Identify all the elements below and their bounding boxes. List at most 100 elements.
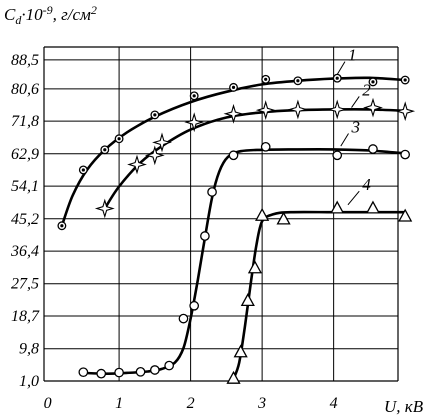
series-4-label-leader <box>347 190 360 206</box>
series-3-point <box>368 144 378 154</box>
x-tick-label: 3 <box>257 395 266 412</box>
series-2-point <box>144 145 165 166</box>
point-dot <box>117 137 121 141</box>
series-1-point <box>229 82 238 92</box>
series-3-label: 3 <box>351 118 361 137</box>
series-4-label: 4 <box>362 175 371 194</box>
y-tick-label: 27,5 <box>11 276 39 293</box>
series-4-point <box>276 211 291 225</box>
y-tick-labels: 1,0 9,8 18,7 27,5 36,4 45,2 54,1 62,9 71,8 80,6 88… <box>10 52 40 390</box>
y-axis-title-units: , г/см <box>53 5 91 24</box>
series-1-point <box>368 77 378 87</box>
x-tick-labels: 0 1 2 3 4 <box>44 395 338 412</box>
series-4-point <box>240 293 255 307</box>
series-4-point <box>398 208 413 222</box>
y-tick-label: 36,4 <box>10 243 39 260</box>
series-4-point <box>255 207 270 221</box>
series-2-point <box>94 198 115 219</box>
series-3-point <box>400 149 411 160</box>
series-3-point <box>189 300 200 311</box>
series-3-point <box>96 368 107 379</box>
series-3-point <box>164 360 175 371</box>
series-2-point <box>395 101 416 122</box>
series-1-point <box>57 221 67 231</box>
point-dot <box>60 224 64 228</box>
series-1-point <box>150 110 160 120</box>
y-tick-label: 9,8 <box>19 341 39 358</box>
point-dot <box>103 148 107 152</box>
series-3-point <box>228 150 239 161</box>
series-4-curve <box>232 210 407 381</box>
point-dot <box>81 168 85 172</box>
series-1-point <box>400 75 410 85</box>
series-1-point <box>332 73 342 83</box>
point-dot <box>296 79 300 83</box>
series-4-point <box>247 260 263 274</box>
axes <box>43 46 399 382</box>
series-3-point <box>260 141 271 152</box>
series-1-point <box>189 91 199 101</box>
series-4-point <box>330 200 345 214</box>
series-1-point <box>78 165 88 175</box>
y-tick-label: 1,0 <box>19 373 39 390</box>
y-axis-title-sub: d <box>15 13 22 27</box>
x-tick-label: 4 <box>330 395 338 412</box>
markers <box>57 73 416 384</box>
series-2-point <box>327 99 348 120</box>
series-2-point <box>152 132 172 153</box>
y-axis-title-units-exp: 2 <box>91 3 97 17</box>
series-3-point <box>149 365 160 375</box>
series-3-label-leader <box>340 133 349 147</box>
point-dot <box>231 85 236 89</box>
series-2-point <box>184 112 205 133</box>
x-axis-title: U, кВ <box>384 397 424 415</box>
series-4-point <box>233 344 248 358</box>
point-dot <box>153 113 157 117</box>
series-2-point <box>127 154 147 175</box>
series-2-label-leader <box>351 96 360 108</box>
point-dot <box>371 80 375 84</box>
series-2-label: 2 <box>362 80 371 99</box>
series-1-point <box>114 134 124 144</box>
series-3-point <box>332 150 343 161</box>
series-3-point <box>78 367 89 378</box>
y-tick-label: 18,7 <box>11 308 40 325</box>
y-axis-title-main: C <box>4 5 16 24</box>
series-2-point <box>255 100 276 121</box>
y-tick-label: 71,8 <box>11 113 39 130</box>
series-labels: 123 4 <box>336 46 371 206</box>
series-3-point <box>178 313 189 324</box>
series-3-point <box>200 231 210 241</box>
point-dot <box>403 78 407 82</box>
series-3-point <box>114 367 124 378</box>
series-4-point <box>365 200 381 214</box>
point-dot <box>335 76 339 80</box>
series-2-curve <box>103 107 407 210</box>
x-tick-label: 0 <box>44 395 52 412</box>
series-2-point <box>223 103 244 124</box>
y-axis-title-rest: ·10 <box>21 5 43 24</box>
series-1-label-leader <box>336 61 346 75</box>
series-4-point <box>226 370 241 384</box>
series-3-point <box>135 366 146 377</box>
series-1-label: 1 <box>348 46 357 65</box>
x-tick-label: 2 <box>187 395 195 412</box>
series-1-point <box>261 74 271 84</box>
y-tick-label: 45,2 <box>11 211 39 228</box>
y-tick-label: 88,5 <box>11 52 39 69</box>
series-1-point <box>100 145 110 155</box>
y-tick-label: 62,9 <box>11 146 39 163</box>
point-dot <box>264 77 268 81</box>
y-tick-label: 54,1 <box>11 178 39 195</box>
point-dot <box>192 94 196 98</box>
y-axis-title: Cd·10-9, г/см2 <box>4 3 97 27</box>
y-tick-label: 80,6 <box>11 81 39 98</box>
series-3-point <box>207 187 217 197</box>
series-1-point <box>293 76 303 86</box>
y-axis-title-exp: -9 <box>43 3 53 17</box>
series-2-point <box>287 99 308 120</box>
series-2-point <box>363 97 383 118</box>
x-tick-label: 1 <box>115 395 123 412</box>
